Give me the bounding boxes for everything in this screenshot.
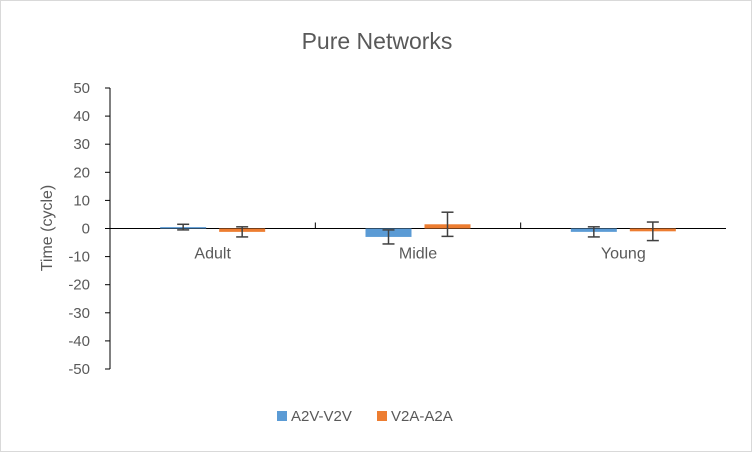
y-tick-label: -30 <box>68 305 90 322</box>
y-tick-label: 30 <box>73 136 90 153</box>
legend-swatch-a2v-v2v <box>277 411 287 421</box>
y-axis-label: Time (cycle) <box>39 185 56 272</box>
y-tick-label: 20 <box>73 164 90 181</box>
y-tick-label: -40 <box>68 333 90 350</box>
y-tick-label: 50 <box>73 80 90 97</box>
y-tick-label: 10 <box>73 192 90 209</box>
y-tick-label: 40 <box>73 108 90 125</box>
legend-swatch-v2a-a2a <box>377 411 387 421</box>
y-tick-label: 0 <box>82 221 90 238</box>
legend-label: V2A-A2A <box>391 408 453 425</box>
y-tick-label: -50 <box>68 361 90 378</box>
legend: A2V-V2V V2A-A2A <box>277 408 453 425</box>
legend-label: A2V-V2V <box>291 408 352 425</box>
y-tick-label: -10 <box>68 249 90 266</box>
chart-title: Pure Networks <box>302 28 453 54</box>
category-label: Young <box>601 246 646 263</box>
category-label: Midle <box>399 246 437 263</box>
plot-area: 50 40 30 20 10 0 -10 -20 -30 -40 -50 Adult Midle Youn… <box>68 80 726 378</box>
y-tick-label: -20 <box>68 277 90 294</box>
category-label: Adult <box>194 246 231 263</box>
